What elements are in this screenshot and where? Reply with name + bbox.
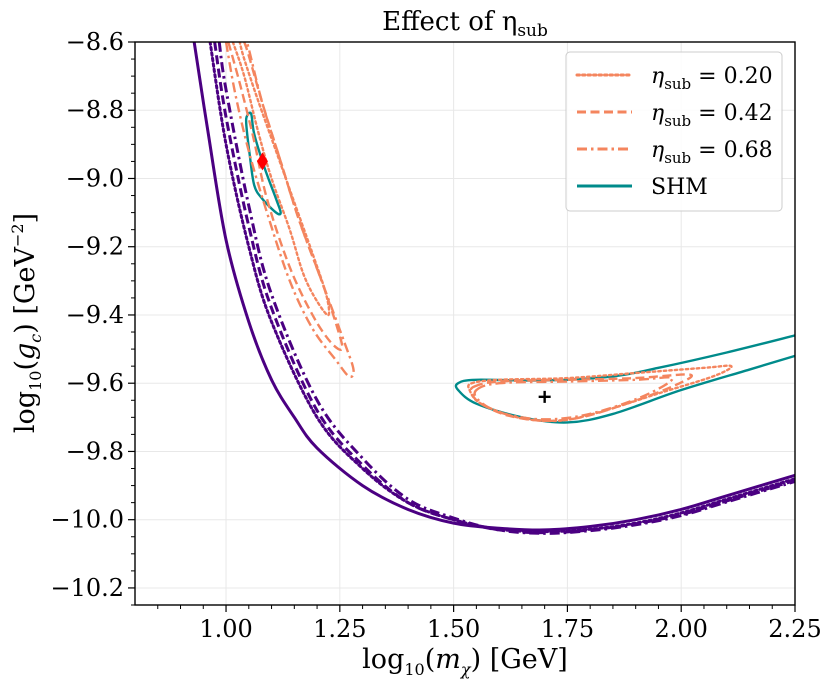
- x-axis-label: log10(mχ) [GeV]: [362, 644, 568, 679]
- y-tick-label: −10.0: [50, 506, 124, 534]
- x-tick-label: 1.75: [541, 615, 594, 643]
- x-tick-label: 1.00: [199, 615, 252, 643]
- series-sub-0-68-exclusion-limit: [217, 42, 795, 535]
- y-tick-label: −9.2: [66, 233, 124, 261]
- series-shm-contour-high-mass: [454, 334, 795, 424]
- series-sub-0-68-contour-low-mass: [224, 42, 355, 379]
- y-tick-label: −9.6: [66, 369, 124, 397]
- x-tick-label: 1.25: [313, 615, 366, 643]
- y-tick-label: −10.2: [50, 574, 124, 602]
- x-tick-label: 1.50: [427, 615, 480, 643]
- legend-label: ηsub = 0.68: [651, 138, 773, 167]
- series-shm-contour-low-mass: [244, 111, 282, 216]
- y-axis-label: log10(gc) [GeV−2]: [8, 213, 45, 433]
- legend: ηsub = 0.20 ηsub = 0.42 ηsub = 0.68 SHM: [565, 51, 783, 212]
- legend-label: ηsub = 0.42: [651, 101, 773, 130]
- axis-ticks: 1.00 1.25 1.50 1.75 2.00 2.25 −10.2 −10.0 −9.8 −9…: [50, 28, 821, 643]
- plot-frame: [134, 41, 796, 606]
- best-fit-diamond-marker: [256, 152, 268, 171]
- series-sub-0-42-exclusion-limit: [213, 42, 795, 535]
- y-tick-label: −9.8: [66, 437, 124, 465]
- legend-label: ηsub = 0.20: [651, 64, 773, 93]
- chart-title: Effect of ηsub: [382, 7, 548, 41]
- series-layer: [192, 42, 795, 535]
- y-tick-label: −9.0: [66, 164, 124, 192]
- marker-layer: [256, 152, 551, 403]
- benchmark-cross-marker: [538, 390, 551, 403]
- x-tick-label: 2.25: [768, 615, 821, 643]
- x-tick-label: 2.00: [654, 615, 707, 643]
- series-sub-0-42-contour-low-mass: [227, 42, 344, 351]
- legend-box: [565, 51, 783, 212]
- series-sub-0-68-contour-high-mass: [473, 376, 674, 421]
- y-tick-label: −8.8: [66, 96, 124, 124]
- series-sub-0-20-contour-low-mass: [231, 42, 331, 317]
- y-tick-label: −9.4: [66, 301, 124, 329]
- legend-label: SHM: [651, 175, 708, 200]
- series-shm-exclusion-limit: [192, 42, 795, 532]
- y-tick-label: −8.6: [66, 28, 124, 56]
